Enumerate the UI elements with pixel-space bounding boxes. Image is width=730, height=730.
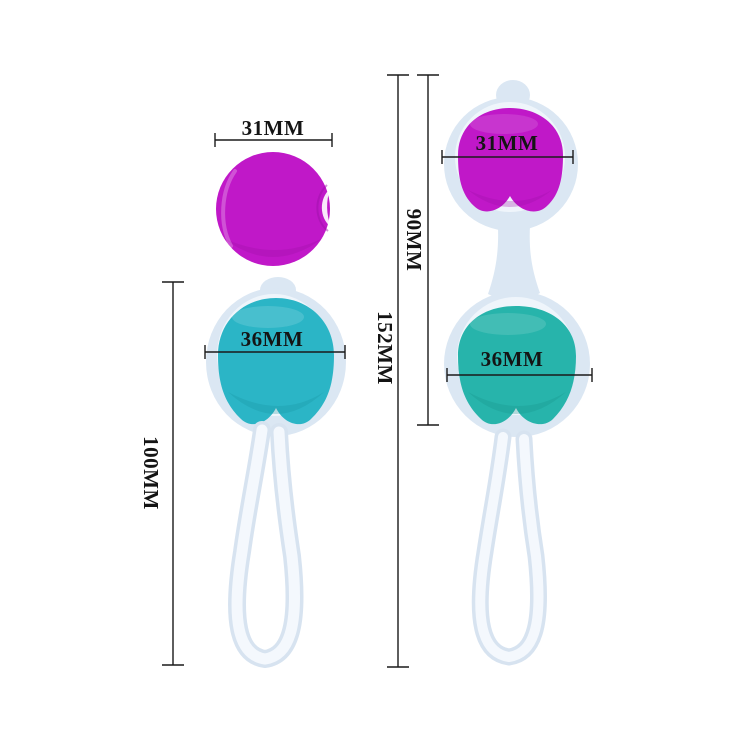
left-teal-heart — [218, 298, 334, 425]
right-teal-heart — [458, 306, 576, 425]
dim-label-right-top-ball-width: 31MM — [475, 131, 539, 155]
right-tail-loop-core — [475, 432, 544, 662]
right-teal-heart-bottom-shade — [468, 392, 566, 414]
left-purple-ball-left-sheen — [221, 169, 237, 248]
left-product — [206, 152, 346, 668]
dim-line-right-balls-section — [417, 74, 439, 426]
dim-line-right-total-length — [387, 74, 409, 668]
left-teal-heart-bottom-shade — [228, 392, 324, 414]
right-purple-heart-sheen — [470, 114, 538, 134]
dim-line-left-heart-width — [204, 345, 346, 359]
right-product — [444, 80, 590, 666]
dim-label-right-total-length: 152MM — [373, 311, 397, 385]
left-purple-ball-notch-seam — [316, 184, 329, 232]
left-tail-loop — [228, 421, 304, 668]
right-teal-heart-sheen — [470, 313, 546, 335]
left-teal-heart-shape — [218, 298, 334, 425]
dim-label-right-bottom-ball-width: 36MM — [480, 347, 544, 371]
dimension-lines — [162, 74, 593, 668]
dim-line-right-top-ball-width — [441, 150, 574, 164]
right-tail-loop — [471, 428, 548, 666]
left-purple-ball-bottom-shade — [223, 238, 323, 257]
dim-label-left-heart-width: 36MM — [240, 327, 304, 351]
right-purple-heart-bottom-shade — [468, 190, 552, 207]
left-teal-heart-sheen — [232, 306, 304, 328]
dim-line-right-bottom-ball-width — [446, 368, 593, 382]
left-tail-loop-core — [231, 424, 301, 665]
dim-line-left-ball-width — [214, 133, 333, 147]
dim-label-right-balls-section: 90MM — [402, 208, 426, 272]
dim-label-left-length: 100MM — [139, 436, 163, 510]
right-teal-heart-shape — [458, 306, 576, 425]
left-purple-ball-notch — [321, 189, 331, 227]
left-purple-ball-shape — [216, 152, 330, 266]
dim-line-left-length — [162, 281, 184, 666]
dim-label-left-ball-width: 31MM — [241, 116, 305, 140]
left-purple-ball — [216, 152, 331, 266]
right-purple-heart — [458, 108, 563, 212]
right-casing-neck — [488, 212, 540, 301]
right-purple-heart-shape — [458, 108, 563, 212]
